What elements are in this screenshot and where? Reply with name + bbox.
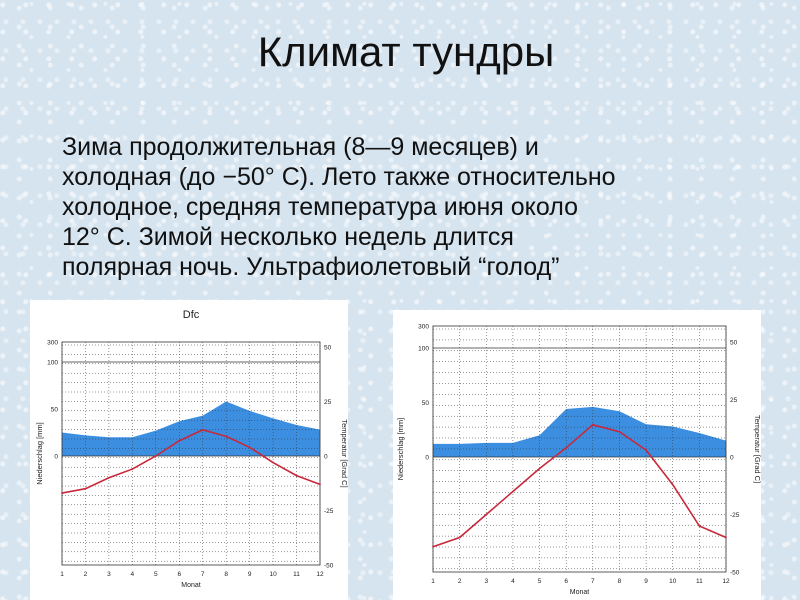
- temperature-point: [485, 513, 488, 516]
- temperature-point: [272, 461, 274, 464]
- left-tick-label: 0: [425, 455, 429, 462]
- temperature-line: [61, 428, 321, 494]
- body-line: 12° С. Зимой несколько недель длится: [62, 223, 514, 251]
- x-tick-label: 4: [511, 578, 515, 585]
- precipitation-area: [433, 406, 726, 457]
- right-tick-label: -50: [324, 563, 334, 570]
- right-tick-label: -25: [730, 512, 740, 519]
- chart-title: Dfc: [183, 309, 200, 321]
- temperature-point: [618, 430, 621, 433]
- right-tick-label: -50: [730, 570, 740, 577]
- temperature-point: [645, 449, 647, 451]
- temperature-point: [698, 525, 701, 527]
- x-tick-label: 4: [131, 571, 135, 578]
- x-tick-label: 3: [107, 571, 111, 578]
- temperature-point: [538, 467, 541, 470]
- temperature-point: [671, 483, 674, 486]
- x-tick-label: 1: [60, 571, 64, 578]
- left-tick-label: 300: [47, 340, 58, 347]
- body-line: Зима продолжительная (8—9 месяцев) и: [62, 133, 539, 161]
- y-axis-label-left: Niederschlag [mm]: [35, 422, 44, 485]
- temperature-line: [432, 423, 727, 548]
- x-tick-label: 10: [269, 571, 277, 578]
- x-tick-label: 10: [669, 578, 677, 585]
- right-tick-label: 0: [324, 454, 328, 461]
- x-tick-label: 2: [84, 571, 88, 578]
- x-axis-label: Monat: [181, 582, 201, 589]
- x-tick-label: 11: [696, 578, 703, 585]
- x-tick-label: 9: [248, 571, 252, 578]
- right-tick-label: 50: [324, 345, 332, 352]
- right-tick-label: 50: [730, 340, 738, 347]
- y-axis-label-left: Niederschlag [mm]: [396, 418, 405, 481]
- temperature-point: [248, 446, 251, 449]
- x-tick-label: 2: [458, 578, 462, 585]
- temperature-point: [458, 536, 461, 539]
- body-line: холодное, средняя температура июня около: [62, 193, 578, 221]
- temperature-point: [178, 439, 181, 442]
- temperature-point: [295, 474, 298, 477]
- temperature-point: [725, 536, 727, 539]
- y-axis-label-right: Temperatur [Grad C]: [340, 419, 348, 487]
- x-tick-label: 6: [564, 578, 568, 585]
- left-tick-label: 50: [422, 400, 430, 407]
- x-tick-label: 7: [201, 571, 205, 578]
- left-tick-label: 50: [51, 407, 59, 414]
- precipitation-area: [62, 401, 320, 456]
- body-line: холодная (до −50° С). Лето также относит…: [62, 163, 616, 191]
- x-tick-label: 5: [538, 578, 542, 585]
- x-tick-label: 11: [293, 571, 300, 578]
- body-line: полярная ночь. Ультрафиолетовый “голод”: [62, 253, 560, 281]
- temperature-point: [591, 423, 594, 426]
- temperature-point: [201, 428, 204, 431]
- x-tick-label: 6: [177, 571, 181, 578]
- slide-body-text: Зима продолжительная (8—9 месяцев) и хол…: [62, 132, 762, 282]
- left-tick-label: 100: [47, 360, 58, 367]
- y-axis-label-right: Temperatur [Grad C]: [753, 415, 761, 483]
- temperature-point: [154, 455, 157, 457]
- x-tick-label: 8: [618, 578, 622, 585]
- left-tick-label: 300: [418, 324, 429, 331]
- x-tick-label: 8: [224, 571, 228, 578]
- right-tick-label: 25: [730, 397, 738, 404]
- temperature-point: [61, 492, 63, 494]
- x-tick-label: 9: [644, 578, 648, 585]
- temperature-point: [432, 545, 434, 548]
- right-tick-label: -25: [324, 508, 334, 515]
- right-tick-label: 25: [324, 399, 332, 406]
- temperature-point: [84, 487, 87, 490]
- x-tick-label: 12: [316, 571, 324, 578]
- right-tick-label: 0: [730, 455, 734, 462]
- x-tick-label: 5: [154, 571, 158, 578]
- x-axis-label: Monat: [570, 589, 590, 596]
- x-tick-label: 7: [591, 578, 595, 585]
- climate-chart-dfc: Dfc 300 100 50 0 50 25 0 -25 -50 1 2 3 4 5 6 7 8 9 10 11 12 Mo…: [30, 300, 348, 600]
- x-tick-label: 3: [484, 578, 488, 585]
- slide-title: Климат тундры: [257, 28, 555, 75]
- temperature-point: [512, 490, 514, 493]
- left-tick-label: 0: [54, 454, 58, 461]
- temperature-point: [225, 435, 228, 438]
- temperature-point: [565, 446, 568, 449]
- x-tick-label: 12: [722, 578, 730, 585]
- temperature-point: [319, 483, 321, 486]
- climate-chart-tundra: 300 100 50 0 50 25 0 -25 -50 1 2 3 4 5 6 7 8 9 10 11 12 Monat…: [393, 310, 761, 600]
- left-tick-label: 100: [418, 346, 429, 353]
- x-tick-label: 1: [431, 578, 435, 585]
- temperature-point: [131, 468, 134, 470]
- temperature-point: [108, 476, 110, 479]
